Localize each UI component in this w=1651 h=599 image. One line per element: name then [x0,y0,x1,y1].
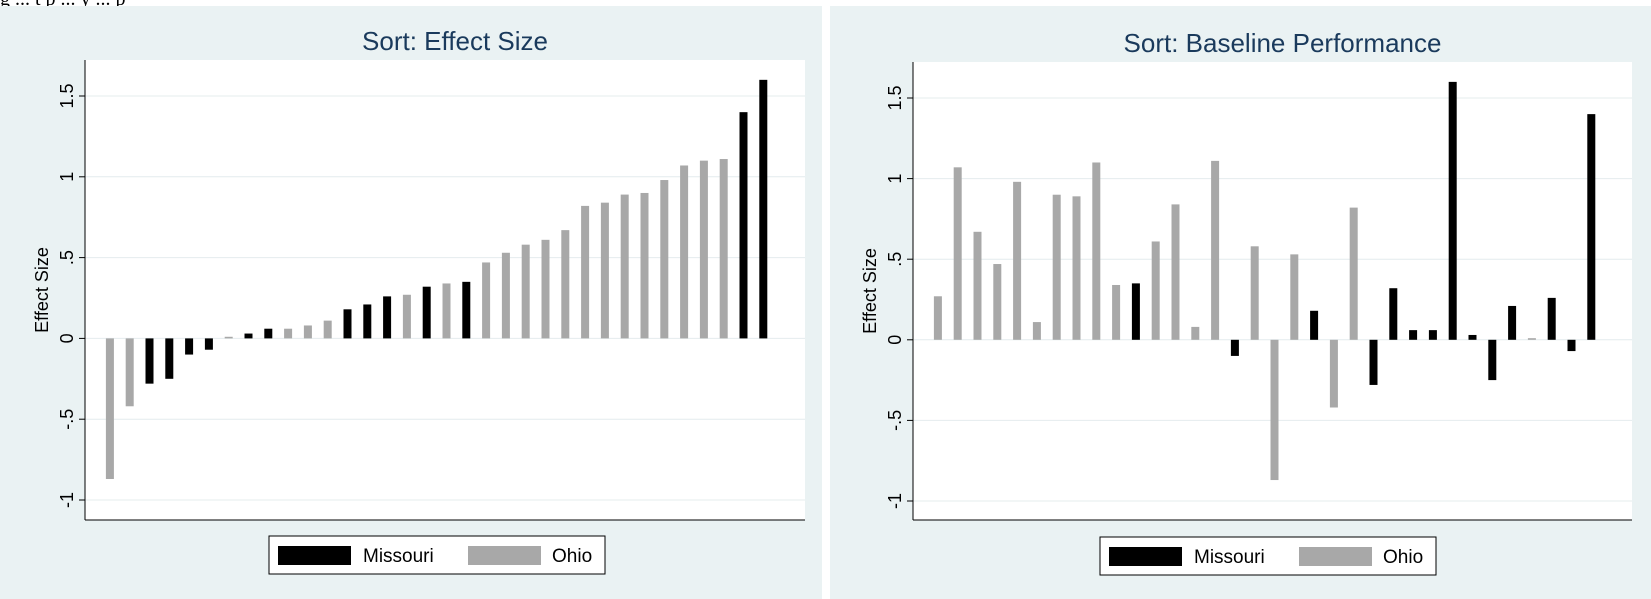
legend: Missouri Ohio [268,535,606,575]
bar-ohio [1032,322,1041,340]
bar-ohio [521,244,530,339]
bar-missouri [244,333,253,339]
bar-missouri [1448,81,1457,340]
bar-ohio [541,239,550,339]
y-tick-label: -1 [57,492,77,508]
bar-ohio [224,336,233,339]
bar-missouri [185,338,194,355]
bar-missouri [145,338,154,384]
bar-missouri [1230,339,1239,356]
y-tick-label: 0 [57,333,77,343]
bar-ohio [1112,284,1121,340]
legend-swatch-missouri [278,546,351,565]
bar-ohio [719,159,728,339]
bar-missouri [363,304,372,339]
bar-ohio [680,165,689,339]
bar-ohio [323,320,332,339]
bar-ohio [402,294,411,339]
bar-ohio [303,325,312,339]
y-tick-label: .5 [885,252,905,267]
chart-title: Sort: Baseline Performance [1124,28,1442,58]
bar-ohio [1171,204,1180,340]
bar-missouri [422,286,431,339]
bar-missouri [1389,288,1398,340]
bar-missouri [1369,339,1378,385]
y-tick-label: 1.5 [57,83,77,108]
bar-ohio [581,205,590,339]
chart-panel-effect-size: -1 -.5 0 .5 1 1.5 Effect Size Sort: Effect Size… [0,6,822,599]
y-tick-label: 1 [57,172,77,182]
bar-missouri [759,79,768,339]
bar-ohio [1329,339,1338,408]
bar-ohio [1191,326,1200,340]
bar-ohio [1013,181,1022,340]
legend-swatch-ohio [468,546,541,565]
bar-missouri [1428,330,1437,340]
y-tick-label: -.5 [57,409,77,430]
chart-effect-size: -1 -.5 0 .5 1 1.5 Effect Size Sort: Effect Size… [32,26,805,575]
legend-label-missouri: Missouri [1194,547,1265,568]
bar-ohio [1151,241,1160,340]
bar-missouri [343,309,352,339]
bar-ohio [501,252,510,339]
bar-ohio [1092,162,1101,340]
bar-ohio [620,194,629,339]
bar-missouri [1131,283,1140,340]
bar-ohio [1349,207,1358,340]
y-tick-label: -.5 [885,410,905,431]
bar-ohio [1290,254,1299,340]
bar-ohio [699,160,708,339]
bar-missouri [1587,114,1596,340]
bar-ohio [1527,338,1536,340]
figure-caption: g ... t p ... y ... p [0,0,126,11]
bar-ohio [993,264,1002,340]
bar-missouri [1310,310,1319,340]
legend-label-ohio: Ohio [1383,547,1423,568]
bar-missouri [1409,330,1418,340]
bar-missouri [1468,334,1477,340]
legend-label-missouri: Missouri [363,546,434,567]
bar-ohio [600,202,609,339]
bar-missouri [383,296,392,339]
bar-ohio [660,180,669,339]
bar-ohio [640,192,649,339]
y-tick-label: 1 [885,174,905,184]
y-tick-label: 1.5 [885,85,905,110]
chart-title: Sort: Effect Size [362,26,548,56]
legend-swatch-ohio [1299,547,1372,566]
bar-ohio [1211,160,1220,340]
bar-ohio [442,283,451,339]
y-axis-title: Effect Size [32,247,52,333]
bar-missouri [462,281,471,339]
bar-missouri [739,112,748,339]
bar-missouri [165,338,174,379]
bar-missouri [1567,339,1576,352]
bar-missouri [264,328,273,339]
bar-ohio [1072,196,1081,340]
bar-ohio [284,328,293,339]
y-tick-label: .5 [57,250,77,265]
legend: Missouri Ohio [1099,536,1437,576]
chart-baseline-performance: -1 -.5 0 .5 1 1.5 Effect Size Sort: Baseline Pe… [860,28,1632,576]
bar-ohio [1270,339,1279,481]
bar-ohio [125,338,134,407]
bar-missouri [1547,297,1556,340]
bar-missouri [1508,305,1517,340]
bar-ohio [953,167,962,340]
legend-swatch-missouri [1109,547,1182,566]
bar-missouri [1488,339,1497,381]
bar-ohio [561,230,570,339]
bar-ohio [105,338,114,479]
bar-ohio [933,296,942,340]
bar-ohio [1250,246,1259,340]
chart-panel-baseline-performance: -1 -.5 0 .5 1 1.5 Effect Size Sort: Baseline Pe… [830,6,1651,599]
bar-ohio [973,231,982,340]
y-tick-label: -1 [885,493,905,509]
bar-missouri [204,338,213,350]
y-axis-title: Effect Size [860,248,880,334]
y-tick-label: 0 [885,335,905,345]
legend-label-ohio: Ohio [552,546,592,567]
bar-ohio [482,262,491,339]
bar-ohio [1052,194,1061,340]
